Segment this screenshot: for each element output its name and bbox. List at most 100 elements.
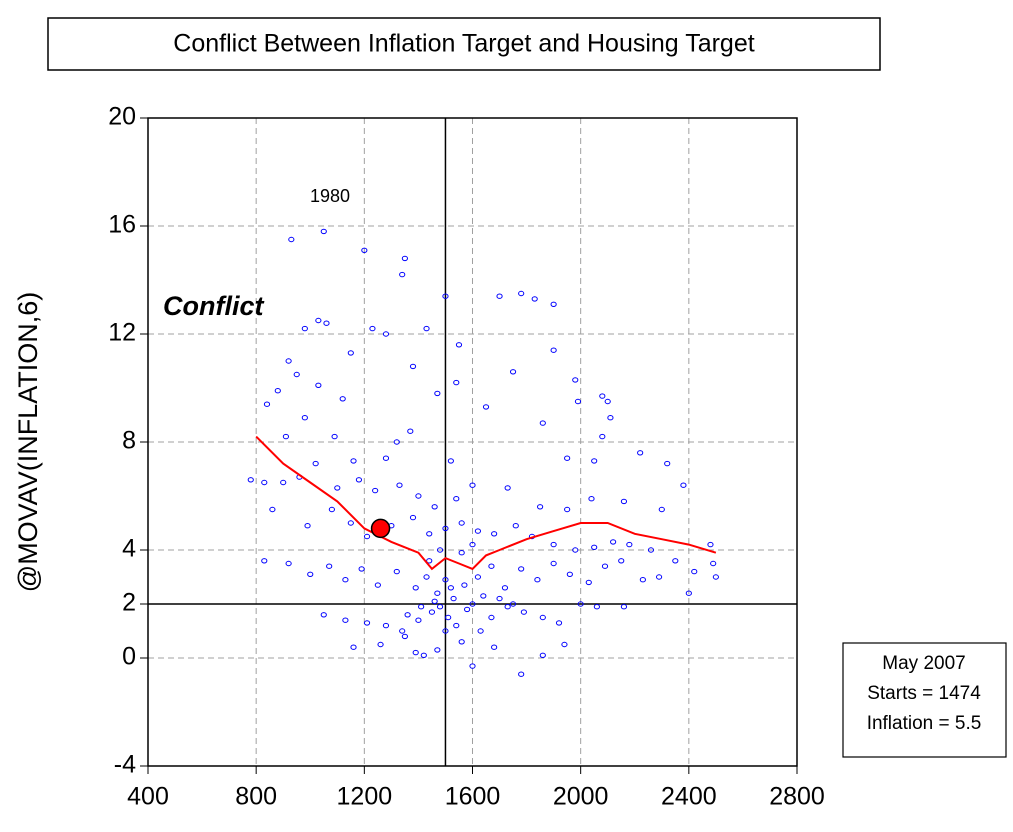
scatter-point bbox=[426, 558, 433, 564]
scatter-point bbox=[610, 539, 617, 545]
scatter-point bbox=[293, 371, 300, 378]
scatter-point bbox=[323, 320, 330, 326]
scatter-point bbox=[431, 598, 438, 604]
scatter-point bbox=[420, 652, 427, 658]
y-tick-label: -4 bbox=[114, 751, 136, 779]
scatter-point bbox=[691, 568, 698, 575]
scatter-point bbox=[491, 644, 498, 650]
scatter-point bbox=[458, 639, 465, 645]
scatter-point bbox=[363, 620, 371, 626]
scatter-point bbox=[520, 609, 527, 615]
y-tick-label: 8 bbox=[122, 427, 136, 455]
scatter-point bbox=[620, 498, 628, 505]
scatter-point bbox=[320, 228, 327, 235]
y-tick-label: 16 bbox=[108, 211, 136, 239]
scatter-point bbox=[455, 342, 463, 348]
scatter-point bbox=[407, 428, 414, 434]
scatter-point bbox=[572, 377, 579, 383]
scatter-point bbox=[399, 628, 406, 634]
scatter-point bbox=[363, 533, 371, 540]
scatter-point bbox=[401, 255, 408, 262]
scatter-point bbox=[537, 504, 544, 510]
scatter-point bbox=[453, 496, 460, 502]
scatter-point bbox=[574, 398, 582, 405]
scatter-point bbox=[647, 547, 655, 553]
scatter-point bbox=[539, 652, 546, 658]
scatter-point bbox=[442, 577, 449, 583]
y-axis-label: @MOVAV(INFLATION,6) bbox=[13, 292, 43, 592]
x-tick-label: 2800 bbox=[769, 783, 825, 811]
scatter-point bbox=[382, 622, 390, 629]
scatter-point bbox=[512, 523, 519, 529]
scatter-point bbox=[409, 514, 417, 521]
title-box bbox=[47, 17, 881, 71]
y-tick-label: 20 bbox=[108, 103, 136, 131]
scatter-point bbox=[604, 398, 611, 405]
scatter-point bbox=[320, 612, 327, 618]
scatter-point bbox=[550, 347, 557, 353]
scatter-point bbox=[401, 633, 408, 640]
scatter-point bbox=[564, 455, 571, 461]
scatter-point bbox=[315, 382, 322, 388]
scatter-point bbox=[539, 420, 546, 426]
scatter-point bbox=[393, 568, 400, 575]
scatter-point bbox=[564, 506, 571, 513]
scatter-point bbox=[707, 541, 714, 548]
scatter-point bbox=[591, 458, 598, 464]
scatter-point bbox=[404, 612, 411, 618]
scatter-point bbox=[658, 506, 665, 513]
scatter-point bbox=[434, 647, 441, 653]
plot-frame bbox=[147, 117, 798, 767]
annotation: Conflict bbox=[163, 291, 264, 321]
scatter-point bbox=[501, 585, 509, 591]
scatter-point bbox=[518, 290, 525, 297]
scatter-point bbox=[409, 363, 417, 370]
scatter-point bbox=[261, 479, 268, 486]
scatter-point bbox=[342, 617, 349, 623]
scatter-point bbox=[315, 317, 322, 324]
scatter-point bbox=[434, 590, 441, 596]
scatter-point bbox=[423, 325, 430, 332]
info-text: Inflation = 5.5 bbox=[867, 713, 982, 734]
highlight-point bbox=[370, 518, 391, 539]
scatter-point bbox=[442, 628, 449, 634]
scatter-point bbox=[685, 590, 692, 596]
scatter-point bbox=[415, 617, 422, 623]
scatter-point bbox=[453, 379, 460, 386]
x-tick-label: 400 bbox=[127, 783, 169, 811]
scatter-point bbox=[450, 595, 457, 602]
scatter-point bbox=[599, 433, 606, 440]
scatter-point bbox=[491, 531, 498, 537]
scatter-point bbox=[601, 563, 609, 569]
scatter-point bbox=[393, 439, 400, 445]
scatter-point bbox=[620, 604, 628, 610]
scatter-point bbox=[531, 296, 538, 302]
scatter-point bbox=[637, 450, 644, 456]
scatter-point bbox=[474, 574, 482, 580]
scatter-point bbox=[572, 547, 579, 553]
scatter-point bbox=[331, 433, 338, 440]
x-tick-label: 2400 bbox=[661, 783, 717, 811]
scatter-point bbox=[496, 293, 503, 299]
scatter-point bbox=[423, 574, 430, 580]
scatter-point bbox=[334, 485, 341, 491]
scatter-point bbox=[415, 493, 422, 499]
scatter-point bbox=[396, 482, 403, 488]
scatter-point bbox=[269, 506, 276, 513]
scatter-point bbox=[274, 388, 281, 394]
scatter-point bbox=[445, 614, 452, 621]
scatter-point bbox=[712, 574, 719, 580]
scatter-point bbox=[561, 641, 568, 648]
x-tick-label: 1200 bbox=[337, 783, 393, 811]
scatter-point bbox=[518, 671, 525, 677]
scatter-point bbox=[593, 604, 600, 610]
scatter-point bbox=[477, 628, 484, 634]
x-tick-label: 1600 bbox=[445, 783, 501, 811]
scatter-point bbox=[412, 649, 419, 656]
scatter-point bbox=[382, 331, 390, 337]
scatter-point bbox=[496, 595, 503, 602]
scatter-point bbox=[463, 606, 471, 613]
scatter-point bbox=[442, 525, 449, 532]
y-tick-label: 12 bbox=[108, 319, 136, 347]
